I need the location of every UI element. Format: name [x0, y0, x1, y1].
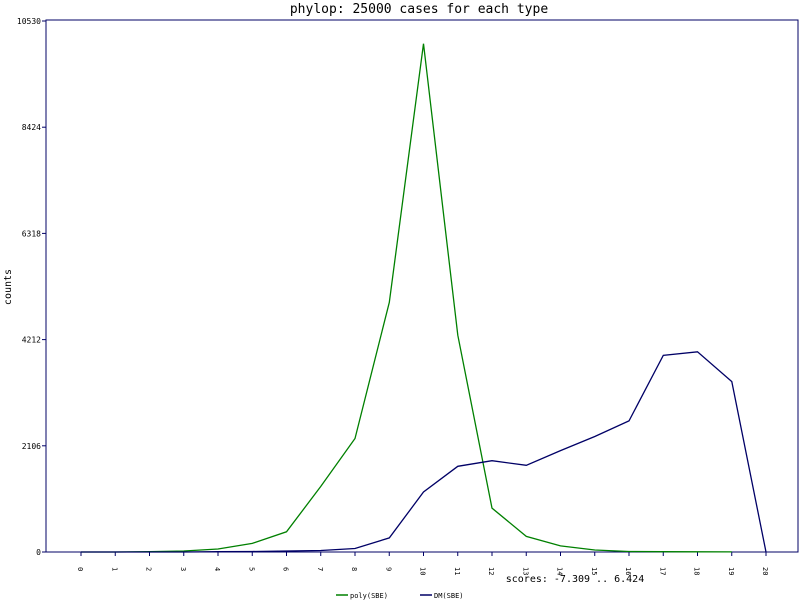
- x-axis-label: scores: -7.309 .. 6.424: [506, 574, 644, 585]
- x-tick-label: 3: [179, 567, 187, 571]
- x-tick-label: 6: [282, 567, 290, 571]
- x-tick-label: 4: [213, 567, 221, 571]
- x-tick-label: 16: [624, 567, 632, 575]
- plot-frame: [45, 19, 799, 553]
- legend-entry: DM(SBE): [434, 592, 464, 600]
- x-tick-label: 20: [761, 567, 769, 575]
- x-tick-label: 14: [556, 567, 564, 575]
- chart-title: phylop: 25000 cases for each type: [290, 2, 548, 17]
- y-tick-label: 0: [36, 548, 41, 557]
- y-tick-label: 6318: [22, 229, 41, 238]
- x-tick-label: 1: [110, 567, 118, 571]
- x-tick-label: 13: [521, 567, 529, 575]
- y-axis: 0 2106 4212 6318 8424 10530: [17, 17, 46, 557]
- y-axis-label: counts: [3, 269, 14, 305]
- y-tick-label: 10530: [17, 17, 41, 26]
- x-tick-label: 15: [590, 567, 598, 575]
- x-tick-label: 2: [145, 567, 153, 571]
- series-line-poly-sbe: [81, 43, 732, 553]
- x-tick-label: 18: [693, 567, 701, 575]
- legend: poly(SBE) DM(SBE): [336, 592, 464, 600]
- x-tick-label: 19: [727, 567, 735, 575]
- x-tick-label: 5: [247, 567, 255, 571]
- x-tick-label: 7: [316, 567, 324, 571]
- series-line-dm-sbe: [81, 351, 767, 553]
- x-tick-label: 11: [453, 567, 461, 575]
- x-tick-label: 17: [658, 567, 666, 575]
- x-tick-label: 12: [487, 567, 495, 575]
- y-tick-label: 4212: [22, 336, 41, 345]
- y-tick-label: 2106: [22, 442, 41, 451]
- x-tick-label: 8: [350, 567, 358, 571]
- x-tick-label: 0: [76, 567, 84, 571]
- series-layer: [81, 43, 767, 553]
- x-tick-label: 9: [384, 567, 392, 571]
- x-tick-label: 10: [419, 567, 427, 575]
- x-axis: 0 1 2 3 4 5 6 7 8 9 10 11 12 13 14 15 16 17 18 19 20: [76, 552, 769, 575]
- y-tick-label: 8424: [22, 123, 41, 132]
- legend-entry: poly(SBE): [350, 592, 388, 600]
